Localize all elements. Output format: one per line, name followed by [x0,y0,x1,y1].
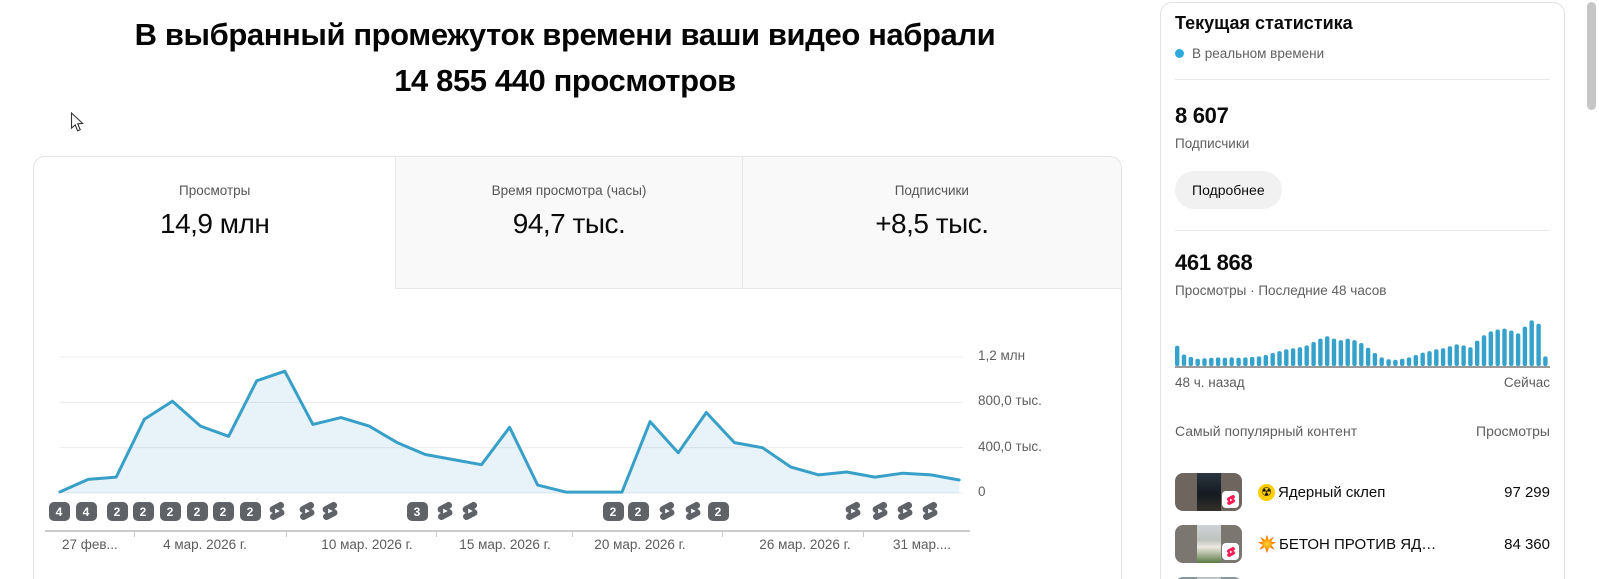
realtime-status-label: В реальном времени [1192,46,1325,61]
popular-header-content: Самый популярный контент [1175,423,1358,439]
video-title-text: БЕТОН ПРОТИВ ЯД… [1279,535,1437,553]
x-axis-tick [572,532,573,537]
x-axis-date-label: 27 фев... [62,537,118,552]
realtime-bar-chart[interactable] [1175,315,1550,371]
tab-label: Просмотры [178,183,251,198]
shorts-marker-icon[interactable] [842,500,864,522]
bars-start-label: 48 ч. назад [1175,375,1245,390]
shorts-marker-icon[interactable] [919,500,941,522]
tab-views[interactable]: Просмотры 14,9 млн [34,157,396,289]
shorts-marker-icon[interactable] [869,500,891,522]
x-axis-date-label: 31 мар.... [892,537,952,552]
scrollbar-thumb[interactable] [1587,2,1596,110]
video-count-marker[interactable]: 2 [159,502,181,521]
x-axis-date-label: 15 мар. 2026 г. [459,537,551,552]
thumbnail-image-strip [1196,473,1221,511]
tab-value: 14,9 млн [160,208,270,239]
popular-content-row[interactable] [1175,575,1550,579]
tab-value: +8,5 тыс. [875,208,989,239]
video-thumbnail [1175,473,1242,511]
x-axis-tick [286,532,287,537]
page-title-line1: В выбранный промежуток времени ваши виде… [134,17,996,52]
video-count-marker[interactable]: 2 [106,502,128,521]
x-axis-date-label: 20 мар. 2026 г. [594,537,686,552]
x-axis-date-label: 4 мар. 2026 г. [163,537,247,552]
shorts-marker-icon[interactable] [894,500,916,522]
video-count-marker[interactable]: 4 [75,502,97,521]
y-axis-tick-label: 1,2 млн [978,348,1026,363]
shorts-marker-icon[interactable] [682,500,704,522]
realtime-stats-card: Текущая статистика В реальном времени 8 … [1160,2,1565,579]
video-count-marker[interactable]: 3 [406,502,428,521]
video-count-marker[interactable]: 2 [186,502,208,521]
shorts-marker-icon[interactable] [319,500,341,522]
x-axis-date-label: 10 мар. 2026 г. [321,537,413,552]
popular-content-header: Самый популярный контент Просмотры [1175,423,1550,439]
y-axis-tick-label: 800,0 тыс. [978,393,1042,409]
video-count-marker[interactable]: 4 [48,502,70,521]
mouse-cursor-icon [70,112,84,132]
shorts-marker-icon[interactable] [266,500,288,522]
bars-end-label: Сейчас [1503,375,1550,390]
shorts-marker-icon[interactable] [656,500,678,522]
video-thumbnail [1175,577,1242,579]
y-axis-tick-label: 0 [978,484,986,499]
collision-emoji-icon [1258,535,1276,553]
analytics-card: Просмотры 14,9 млн Время просмотра (часы) 9… [33,156,1122,579]
views-48h-count: 461 868 [1175,250,1253,275]
live-dot-icon [1175,49,1184,58]
shorts-badge-icon [1222,491,1239,508]
popular-content-row[interactable]: БЕТОН ПРОТИВ ЯД… 84 360 [1175,523,1550,565]
divider [1175,79,1550,80]
popular-header-views: Просмотры [1476,423,1550,439]
views-area-chart[interactable] [33,330,1122,505]
video-count-marker[interactable]: 2 [707,502,729,521]
page-title-line2: 14 855 440 просмотров [394,63,736,98]
shorts-badge-icon [1222,543,1239,560]
metric-tabs: Просмотры 14,9 млн Время просмотра (часы) 9… [34,157,1121,289]
video-views-count: 84 360 [1504,535,1550,553]
video-count-marker[interactable]: 2 [627,502,649,521]
shorts-marker-icon[interactable] [434,500,456,522]
video-count-marker[interactable]: 2 [239,502,261,521]
thumbnail-image-strip [1196,577,1221,579]
video-title: ☢ Ядерный склеп [1242,483,1504,501]
video-views-count: 97 299 [1504,483,1550,501]
video-count-marker[interactable]: 2 [212,502,234,521]
realtime-status: В реальном времени [1175,46,1324,61]
tab-watch-time[interactable]: Время просмотра (часы) 94,7 тыс. [395,157,742,289]
subscribers-count: 8 607 [1175,103,1229,128]
x-axis-tick [436,532,437,537]
thumbnail-image-strip [1196,525,1221,563]
realtime-bars-labels: 48 ч. назад Сейчас [1175,375,1550,390]
subscribers-label: Подписчики [1175,136,1250,151]
x-axis-line [45,530,970,532]
video-title-text: Ядерный склеп [1278,483,1386,501]
details-button[interactable]: Подробнее [1175,171,1282,209]
y-axis-tick-label: 400,0 тыс. [978,438,1042,454]
video-count-marker[interactable]: 2 [602,502,624,521]
video-count-marker[interactable]: 2 [132,502,154,521]
views-48h-label: Просмотры · Последние 48 часов [1175,283,1387,298]
video-thumbnail [1175,525,1242,563]
page-title: В выбранный промежуток времени ваши виде… [0,12,1130,104]
x-axis-tick [722,532,723,537]
x-axis-tick [134,532,135,537]
video-title: БЕТОН ПРОТИВ ЯД… [1242,535,1504,553]
divider [1175,230,1550,231]
shorts-marker-icon[interactable] [296,500,318,522]
tab-value: 94,7 тыс. [512,208,626,239]
tab-label: Подписчики [894,183,969,198]
x-axis-tick [863,532,864,537]
tab-subscribers[interactable]: Подписчики +8,5 тыс. [741,157,1121,289]
popular-content-row[interactable]: ☢ Ядерный склеп 97 299 [1175,471,1550,513]
shorts-marker-icon[interactable] [459,500,481,522]
radioactive-emoji-icon: ☢ [1258,483,1275,501]
x-axis-date-label: 26 мар. 2026 г. [759,537,851,552]
realtime-card-title: Текущая статистика [1175,13,1353,33]
tab-label: Время просмотра (часы) [491,183,647,198]
